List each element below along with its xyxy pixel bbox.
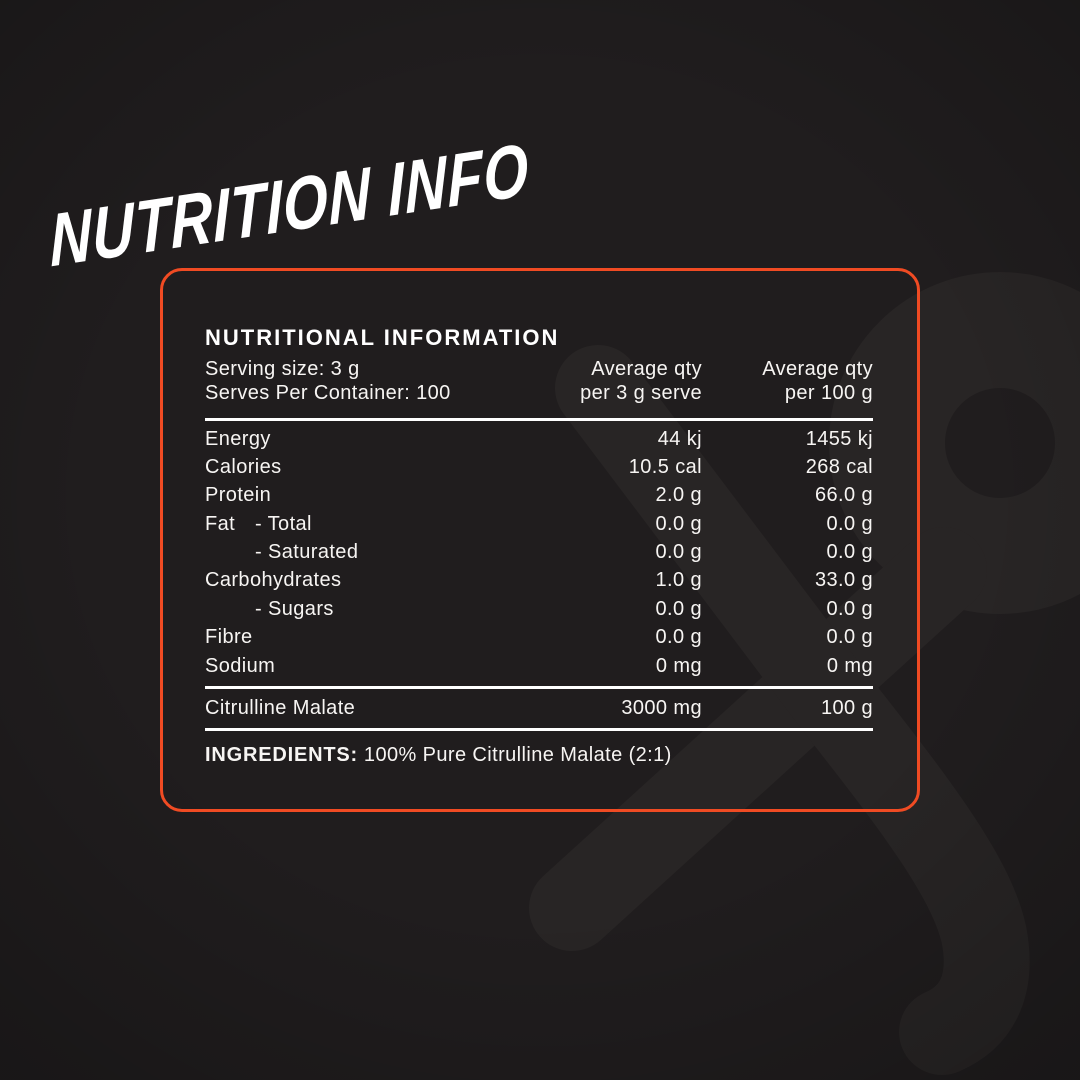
row-sugars: - Sugars 0.0 g 0.0 g	[255, 597, 873, 620]
row-fat-saturated: - Saturated 0.0 g 0.0 g	[255, 541, 873, 564]
row-protein: Protein 2.0 g 66.0 g	[205, 484, 873, 507]
row-fat-total: Fat - Total 0.0 g 0.0 g	[205, 512, 873, 535]
row-energy: Energy 44 kj 1455 kj	[205, 427, 873, 450]
nutrition-panel-content: NUTRITIONAL INFORMATION Serving size: 3 …	[163, 325, 917, 863]
ingredients-label: INGREDIENTS:	[205, 743, 358, 766]
divider-featured-top	[205, 686, 873, 689]
row-sodium: Sodium 0 mg 0 mg	[205, 654, 873, 677]
row-calories: Calories 10.5 cal 268 cal	[205, 455, 873, 478]
ingredients-line: INGREDIENTS: 100% Pure Citrulline Malate…	[205, 742, 873, 768]
divider-header	[205, 418, 873, 421]
row-fibre: Fibre 0.0 g 0.0 g	[205, 626, 873, 649]
row-citrulline-malate: Citrulline Malate 3000 mg 100 g	[205, 696, 873, 719]
panel-heading: NUTRITIONAL INFORMATION	[205, 325, 560, 350]
serving-size: Serving size: 3 g	[205, 358, 360, 380]
nutrition-panel: NUTRITIONAL INFORMATION Serving size: 3 …	[160, 268, 920, 812]
column-header-per-serve: Average qty per 3 g serve	[580, 358, 702, 404]
nutrient-rows: Energy 44 kj 1455 kj Calories 10.5 cal 2…	[205, 425, 873, 681]
row-carbohydrates: Carbohydrates 1.0 g 33.0 g	[205, 569, 873, 592]
divider-featured-bottom	[205, 728, 873, 731]
table-header-row: Serving size: 3 g Serves Per Container: …	[205, 357, 873, 405]
column-header-per-100g: Average qty per 100 g	[762, 358, 873, 404]
ingredients-value: 100% Pure Citrulline Malate (2:1)	[363, 743, 672, 766]
serving-info: Serving size: 3 g Serves Per Container: …	[205, 357, 505, 405]
serves-per-container: Serves Per Container: 100	[205, 382, 451, 404]
